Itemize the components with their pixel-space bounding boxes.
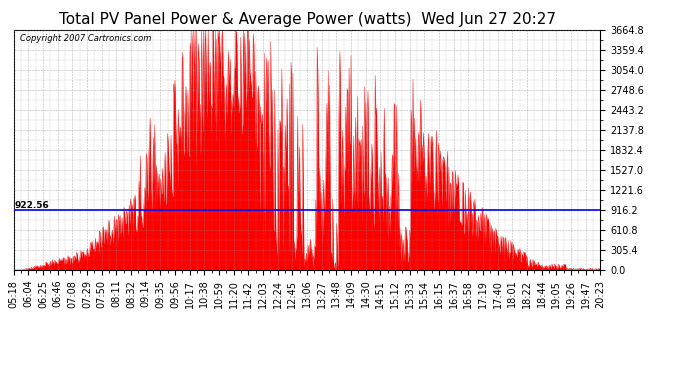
Text: 922.56: 922.56: [15, 201, 50, 210]
Title: Total PV Panel Power & Average Power (watts)  Wed Jun 27 20:27: Total PV Panel Power & Average Power (wa…: [59, 12, 555, 27]
Text: Copyright 2007 Cartronics.com: Copyright 2007 Cartronics.com: [19, 34, 151, 43]
